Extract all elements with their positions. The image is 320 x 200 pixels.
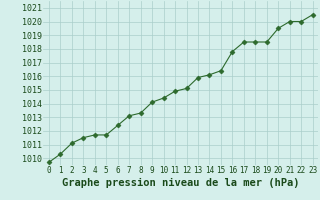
X-axis label: Graphe pression niveau de la mer (hPa): Graphe pression niveau de la mer (hPa): [62, 178, 300, 188]
